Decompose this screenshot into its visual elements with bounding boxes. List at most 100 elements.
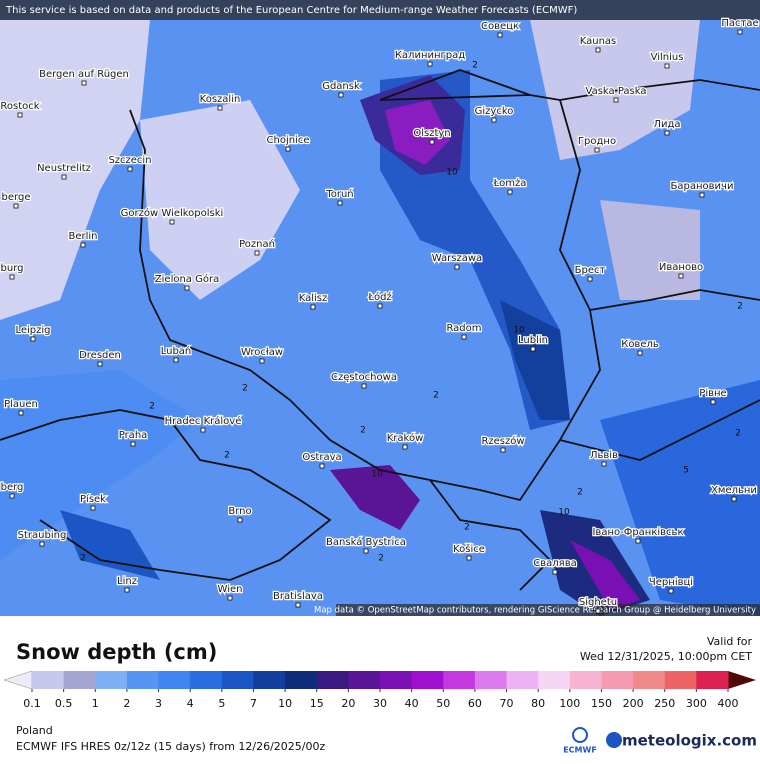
color-segment — [32, 671, 65, 689]
city-label: Lublin — [518, 335, 548, 346]
ecmwf-icon — [572, 727, 588, 743]
city-dot — [595, 47, 601, 53]
level-label: 30 — [373, 697, 387, 710]
city-label: Łomża — [493, 178, 527, 189]
city-label: Хмельни — [711, 485, 757, 496]
level-label: 1 — [92, 697, 99, 710]
color-segment — [474, 671, 508, 689]
city-label: Rostock — [0, 101, 39, 112]
under-arrow — [3, 670, 33, 690]
contour-label: 2 — [360, 426, 366, 436]
city-label: Kalisz — [299, 293, 328, 304]
level-label: 60 — [468, 697, 482, 710]
cities: Калининград Gdansk Olsztyn Gizycko Koszalin B… — [0, 17, 760, 614]
city-dot — [319, 463, 325, 469]
city-label: Ostrava — [302, 452, 341, 463]
city-dot — [491, 117, 497, 123]
city-label: Гродно — [578, 136, 616, 147]
level-label: 10 — [278, 697, 292, 710]
legend-title: Snow depth (cm) — [16, 640, 217, 664]
city-label: Straubing — [18, 530, 67, 541]
level-label: 50 — [436, 697, 450, 710]
city-label: Івано-Франківськ — [592, 526, 683, 538]
city-dot — [587, 276, 593, 282]
city-dot — [613, 97, 619, 103]
city-dot — [184, 285, 190, 291]
banner: This service is based on data and produc… — [5, 5, 577, 16]
contour-label: 2 — [577, 488, 583, 498]
level-label: 40 — [405, 697, 419, 710]
city-label: Брест — [575, 265, 606, 276]
color-segment — [190, 671, 223, 689]
city-label: Chojnice — [267, 135, 310, 146]
city-dot — [461, 334, 467, 340]
level-label: 7 — [250, 697, 257, 710]
mid-area — [60, 510, 160, 580]
dark-band — [500, 300, 570, 420]
city-dot — [39, 541, 45, 547]
city-dot — [601, 461, 607, 467]
city-label: Koszalin — [200, 94, 241, 105]
contour-label: 2 — [464, 523, 470, 533]
city-label: Lubań — [161, 345, 192, 357]
color-segment — [443, 671, 476, 689]
contour-label: 2 — [149, 402, 155, 412]
city-dot — [594, 147, 600, 153]
banner-bg — [0, 0, 760, 20]
logo-left: ECMWF — [563, 746, 597, 755]
city-dot — [637, 350, 643, 356]
city-dot — [402, 444, 408, 450]
city-label: Radom — [446, 323, 481, 334]
contour-label: 2 — [378, 554, 384, 564]
city-label: Neustrelitz — [37, 163, 91, 174]
city-label: Пастае — [721, 18, 758, 29]
city-dot — [507, 189, 513, 195]
city-dot — [217, 105, 223, 111]
city-label: Bratislava — [273, 591, 323, 602]
logo-right: meteologix.com — [622, 732, 757, 750]
color-segment — [633, 671, 666, 689]
city-label: Bergen auf Rügen — [39, 69, 129, 80]
city-dot — [30, 336, 36, 342]
city-label: Praha — [119, 430, 148, 441]
color-segment — [316, 671, 349, 689]
light-area — [600, 200, 700, 300]
city-label: Berlin — [68, 231, 97, 242]
contour-label: 2 — [242, 384, 248, 394]
city-dot — [678, 273, 684, 279]
level-label: 4 — [187, 697, 194, 710]
contour-label: 2 — [224, 451, 230, 461]
city-label: Львів — [590, 449, 618, 461]
city-dot — [337, 200, 343, 206]
color-segment — [696, 671, 729, 689]
city-dot — [427, 61, 433, 67]
city-dot — [285, 146, 291, 152]
purple-area — [330, 465, 420, 530]
city-label: Dresden — [79, 350, 121, 361]
city-dot — [9, 493, 15, 499]
level-label: 400 — [718, 697, 739, 710]
contour-label: 2 — [737, 302, 743, 312]
city-label: Banská Bystrica — [326, 536, 406, 548]
city-label: Sighetu — [579, 597, 617, 608]
color-segment — [158, 671, 191, 689]
city-dot — [127, 166, 133, 172]
color-segment — [380, 671, 413, 689]
city-label: burg — [1, 263, 24, 274]
border — [379, 69, 531, 101]
city-dot — [169, 219, 175, 225]
level-label: 250 — [654, 697, 675, 710]
city-label: Košice — [453, 543, 485, 555]
contour-label: 10 — [446, 168, 458, 178]
city-dot — [17, 112, 23, 118]
city-dot — [9, 274, 15, 280]
level-label: 20 — [341, 697, 355, 710]
level-label: 70 — [500, 697, 514, 710]
city-label: Gdansk — [322, 81, 360, 92]
city-label: Kaunas — [580, 36, 617, 47]
level-label: 0.1 — [23, 697, 41, 710]
color-segment — [411, 671, 444, 689]
city-dot — [13, 203, 19, 209]
city-dot — [497, 32, 503, 38]
color-segment — [63, 671, 96, 689]
